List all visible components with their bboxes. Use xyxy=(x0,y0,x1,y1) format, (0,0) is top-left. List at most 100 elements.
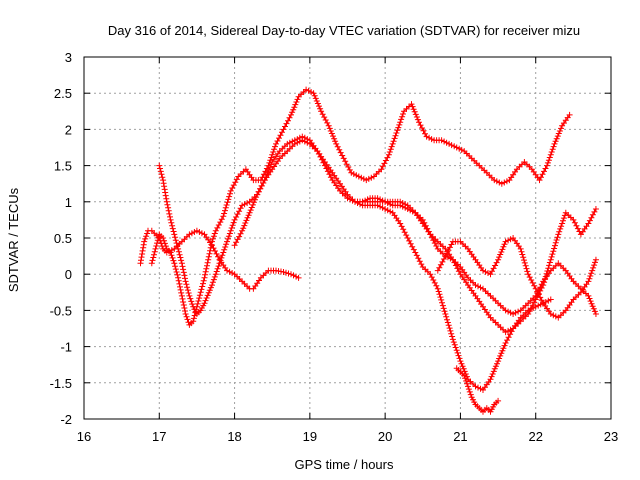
data-point-marker xyxy=(556,228,563,235)
data-point-marker xyxy=(496,254,503,261)
data-point-marker xyxy=(435,288,442,295)
data-point-marker xyxy=(409,208,416,215)
data-point-marker xyxy=(458,360,465,367)
data-point-marker xyxy=(368,174,375,181)
y-tick-label: 3 xyxy=(65,50,72,65)
data-point-marker xyxy=(225,196,232,203)
data-point-marker xyxy=(239,227,246,234)
data-point-marker xyxy=(496,355,503,362)
data-point-marker xyxy=(463,378,470,384)
data-point-marker xyxy=(326,125,333,132)
data-point-marker xyxy=(495,397,502,404)
data-point-marker xyxy=(389,140,396,147)
data-point-marker xyxy=(189,301,196,308)
data-point-marker xyxy=(207,247,214,254)
data-point-marker xyxy=(205,256,212,263)
data-point-marker xyxy=(397,119,404,126)
data-point-marker xyxy=(272,143,278,150)
data-point-marker xyxy=(591,262,598,269)
data-point-marker xyxy=(400,111,406,117)
data-point-marker xyxy=(386,149,393,155)
data-point-marker xyxy=(173,240,180,247)
data-point-marker xyxy=(547,296,554,303)
data-point-marker xyxy=(546,154,553,161)
data-point-marker xyxy=(226,193,233,200)
data-point-marker xyxy=(156,162,163,169)
data-point-marker xyxy=(544,159,551,166)
data-point-marker xyxy=(207,244,214,251)
data-point-marker xyxy=(149,257,156,264)
data-point-marker xyxy=(144,230,151,237)
data-point-marker xyxy=(169,222,176,229)
data-point-marker xyxy=(552,138,559,145)
data-point-marker xyxy=(487,376,494,383)
data-point-marker xyxy=(495,256,502,263)
x-tick-label: 22 xyxy=(528,429,542,444)
data-point-marker xyxy=(524,268,531,275)
data-point-marker xyxy=(150,254,157,261)
data-point-marker xyxy=(157,165,163,172)
data-point-marker xyxy=(182,308,188,314)
data-point-marker xyxy=(331,135,338,142)
data-point-marker xyxy=(219,252,226,259)
data-point-marker xyxy=(160,235,167,241)
data-point-marker xyxy=(179,295,186,302)
data-point-marker xyxy=(325,122,332,129)
data-point-marker xyxy=(180,299,187,305)
data-point-marker xyxy=(212,271,219,278)
x-tick-label: 16 xyxy=(77,429,91,444)
y-tick-label: -0.5 xyxy=(50,303,72,318)
data-point-marker xyxy=(547,151,554,158)
x-tick-label: 21 xyxy=(453,429,467,444)
data-point-marker xyxy=(161,240,168,247)
data-point-marker xyxy=(203,295,210,301)
data-point-marker xyxy=(164,201,171,208)
data-point-marker xyxy=(141,238,148,245)
data-point-marker xyxy=(170,257,177,264)
data-point-marker xyxy=(178,292,185,299)
data-point-marker xyxy=(175,274,182,281)
data-point-marker xyxy=(214,265,221,272)
data-point-marker xyxy=(213,268,220,275)
data-point-marker xyxy=(229,222,236,229)
data-point-marker xyxy=(554,133,561,140)
data-point-marker xyxy=(188,298,195,305)
data-point-marker xyxy=(179,263,186,270)
data-point-marker xyxy=(399,113,406,120)
data-point-marker xyxy=(181,272,188,279)
data-point-marker xyxy=(172,237,179,244)
data-point-marker xyxy=(409,103,416,110)
data-point-marker xyxy=(464,380,470,387)
series-7 xyxy=(434,235,599,321)
data-point-marker xyxy=(177,254,184,261)
data-point-marker xyxy=(216,260,223,267)
data-point-marker xyxy=(446,325,453,332)
data-point-marker xyxy=(199,283,206,290)
chart-title: Day 316 of 2014, Sidereal Day-to-day VTE… xyxy=(108,23,580,38)
data-point-marker xyxy=(586,275,593,282)
data-point-marker xyxy=(382,206,389,212)
data-point-marker xyxy=(173,269,180,275)
data-point-marker xyxy=(550,248,557,255)
data-point-marker xyxy=(455,352,462,359)
data-point-marker xyxy=(202,268,209,275)
data-point-marker xyxy=(554,234,561,241)
data-point-marker xyxy=(244,214,251,221)
data-point-marker xyxy=(162,243,169,250)
data-point-marker xyxy=(161,183,168,190)
data-point-marker xyxy=(252,196,258,203)
data-point-marker xyxy=(550,143,557,150)
data-point-marker xyxy=(460,365,467,372)
data-point-marker xyxy=(328,130,335,137)
data-point-marker xyxy=(243,217,250,224)
data-point-marker xyxy=(175,248,182,255)
data-point-marker xyxy=(501,241,508,248)
data-point-marker xyxy=(391,135,398,142)
data-point-marker xyxy=(165,207,172,214)
data-point-marker xyxy=(590,305,597,312)
data-point-marker xyxy=(186,292,193,299)
data-point-marker xyxy=(591,308,598,315)
data-point-marker xyxy=(171,260,178,267)
data-point-marker xyxy=(304,139,311,146)
data-point-marker xyxy=(202,271,209,278)
